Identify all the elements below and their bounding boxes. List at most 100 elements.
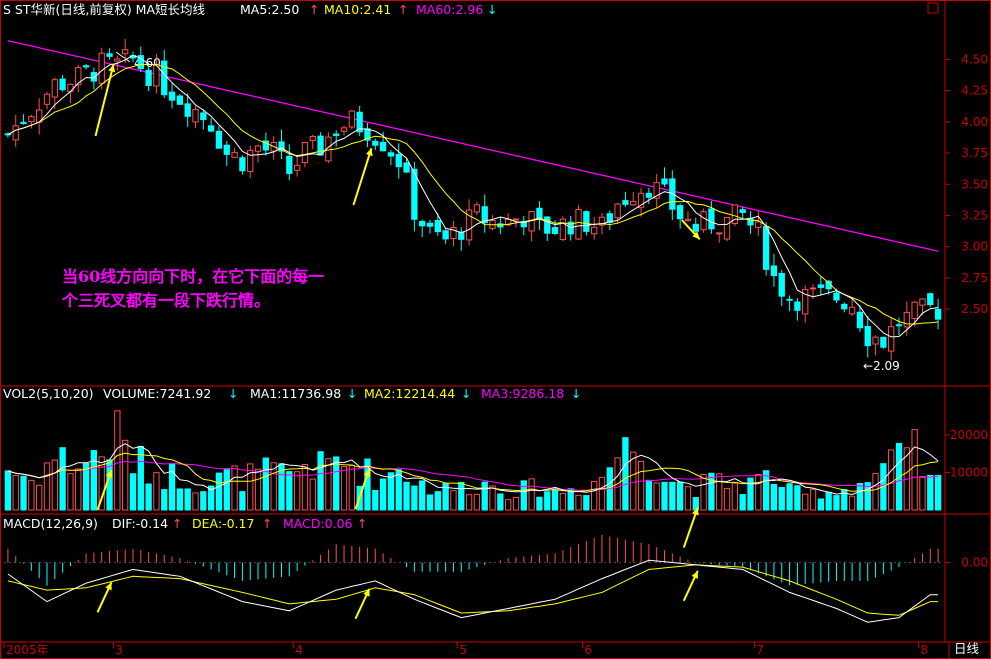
candle-body [137, 55, 144, 70]
date-label: 6 [584, 643, 592, 657]
candle-body [481, 206, 488, 224]
price-tick-label: 4.00 [961, 115, 988, 129]
candle-body [841, 303, 848, 310]
volume-bar [802, 493, 809, 511]
volume-bar [559, 492, 567, 511]
price-tick-label: 4.50 [961, 52, 988, 66]
ma10-arrow-icon: ↑ [398, 2, 408, 17]
volume-ma2-series [7, 452, 939, 492]
volume-bar [28, 479, 35, 511]
candle-body [231, 151, 238, 158]
cross-arrow [94, 64, 115, 137]
volume-tick-label: 10000 [950, 466, 988, 480]
volume-bar [755, 473, 762, 511]
candle-body [356, 111, 363, 133]
date-axis: 2005年 3 4 5 6 7 8 [3, 642, 928, 657]
volume-bar [739, 494, 746, 511]
candle-body [293, 164, 301, 171]
volume-bar [747, 477, 754, 511]
ma-lines [7, 54, 939, 338]
vol-value: VOLUME:7241.92 [103, 386, 211, 401]
maximize-icon[interactable] [927, 2, 939, 14]
volume-bar [731, 482, 739, 511]
candle-body [348, 110, 355, 128]
volume-bar [426, 494, 434, 511]
candle-body [770, 265, 778, 277]
volume-bar [184, 488, 191, 511]
date-label: 5 [459, 643, 467, 657]
volume-bar [122, 439, 129, 511]
volume-bar [864, 482, 871, 511]
volume-bar [223, 469, 230, 511]
volume-bar [98, 456, 105, 511]
vol-arrow-icon: ↓ [228, 386, 238, 401]
candle-body [817, 284, 824, 288]
candle-body [778, 272, 785, 297]
candle-body [614, 203, 621, 219]
vol-ma1-arrow-icon: ↓ [347, 386, 357, 401]
candle-body [450, 227, 457, 240]
volume-bar [669, 481, 676, 511]
candle-body [168, 91, 176, 101]
volume-bar [434, 491, 441, 511]
volume-bar [536, 496, 543, 511]
volume-bar [20, 475, 27, 511]
volume-bar [129, 473, 137, 511]
macd-dif-arrow-icon: ↑ [172, 516, 182, 531]
volume-bar [254, 468, 262, 511]
cross-arrow-head [363, 588, 370, 597]
volume-bar [700, 473, 707, 511]
cross-arrow-head [365, 148, 373, 157]
candle-body [75, 67, 82, 86]
date-label: 3 [115, 643, 123, 657]
volume-bar [723, 488, 731, 511]
candle-body [716, 232, 723, 235]
candle-body [419, 221, 426, 227]
volume-bar [911, 429, 918, 511]
ma10-series [7, 63, 939, 325]
volume-bar [114, 410, 121, 511]
volume-bar [817, 498, 824, 511]
macd-dea-arrow-icon: ↑ [262, 516, 272, 531]
price-tick-label: 3.50 [961, 177, 988, 191]
cross-arrow-head [363, 468, 371, 477]
candle-body [247, 149, 254, 173]
volume-bar [645, 479, 653, 511]
candle-body [98, 52, 105, 84]
candle-body [700, 211, 707, 231]
volume-bar [598, 476, 606, 511]
cross-arrow-head [692, 507, 699, 516]
candle-body [755, 221, 762, 228]
ma10-label: MA10:2.41 [324, 2, 391, 17]
volume-bar [145, 483, 152, 511]
macd-dif: DIF:-0.14 [112, 516, 168, 531]
volume-bar [661, 481, 668, 511]
volume-bar [67, 473, 74, 511]
volume-bar [395, 469, 402, 511]
volume-bar [708, 472, 715, 511]
candle-body [544, 216, 551, 234]
volume-bar [270, 462, 277, 511]
candle-body [708, 208, 715, 230]
candle-body [90, 72, 98, 82]
volume-bar [794, 485, 801, 511]
volume-bar [762, 470, 770, 511]
candle-body [254, 145, 262, 152]
candle-body [215, 130, 223, 149]
volume-bar [161, 489, 168, 511]
volume-bar [848, 495, 856, 511]
volume-bar [520, 480, 527, 511]
candle-body [442, 230, 449, 240]
candle-body [934, 308, 942, 320]
candle-body [122, 49, 129, 55]
candle-body [903, 311, 910, 328]
candle-body [67, 83, 74, 93]
volume-bar [637, 460, 645, 511]
candle-body [739, 209, 746, 213]
candle-body [794, 301, 801, 311]
candle-body [848, 306, 856, 315]
period-label[interactable]: 日线 [954, 641, 980, 656]
annotation-line-2: 个三死叉都有一段下跌行情。 [61, 291, 270, 310]
volume-bar [622, 437, 629, 511]
candle-body [583, 211, 590, 232]
